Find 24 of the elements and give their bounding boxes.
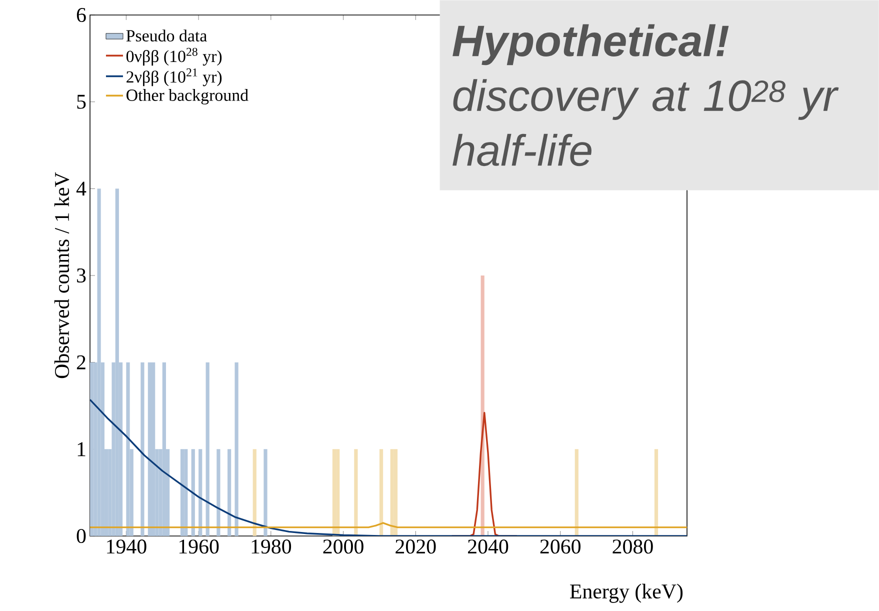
y-axis-title: Observed counts / 1 keV: [54, 172, 70, 378]
x-tick-label: 2040: [468, 540, 508, 554]
y-tick-label: 4: [76, 182, 86, 196]
legend-label: Pseudo data: [126, 30, 207, 42]
text: discovery at 10$^{28}$ yr half-life: [452, 79, 839, 166]
x-tick-label: 1940: [107, 540, 146, 554]
legend-label: 0νββ (10$^{28}$ yr): [126, 48, 222, 66]
y-tick-label: 3: [77, 268, 86, 283]
y-tick-label: 2: [76, 355, 86, 370]
x-tick-label: 2000: [323, 540, 364, 554]
legend-label: 2νββ (10$^{21}$ yr): [126, 68, 222, 86]
y-tick-label: 6: [76, 8, 86, 22]
x-tick-label: 2080: [612, 540, 653, 554]
y-tick-label: 5: [77, 94, 86, 109]
x-tick-label: 2020: [396, 540, 436, 554]
annotation: Hypothetical!: [452, 24, 729, 66]
y-tick-label: 1: [78, 442, 86, 456]
y-tick-label: 0: [76, 528, 86, 544]
legend-label: Other background: [126, 89, 248, 104]
line-series: [90, 398, 688, 536]
x-tick-label: 1980: [252, 540, 292, 554]
x-tick-label: 1960: [179, 540, 219, 554]
x-axis-title: Energy (keV): [570, 584, 683, 603]
x-tick-label: 2060: [540, 540, 580, 554]
